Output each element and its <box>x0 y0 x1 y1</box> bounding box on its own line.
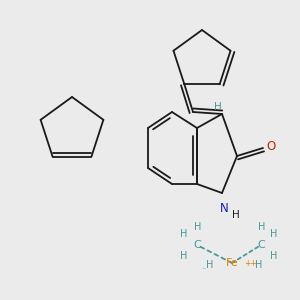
Text: C: C <box>257 240 265 250</box>
Text: H: H <box>194 222 202 232</box>
Text: H: H <box>255 260 263 270</box>
Text: O: O <box>266 140 276 152</box>
Text: H: H <box>214 102 222 112</box>
Text: H: H <box>270 251 278 261</box>
Text: ++: ++ <box>244 260 257 268</box>
Text: H: H <box>232 210 240 220</box>
Text: H: H <box>206 260 214 270</box>
Text: H: H <box>180 251 188 261</box>
Text: Fe: Fe <box>226 258 238 268</box>
Text: H: H <box>180 229 188 239</box>
Text: N: N <box>220 202 228 215</box>
Text: H: H <box>258 222 266 232</box>
Text: ⁻: ⁻ <box>202 266 206 274</box>
Text: C: C <box>193 240 201 250</box>
Text: H: H <box>270 229 278 239</box>
